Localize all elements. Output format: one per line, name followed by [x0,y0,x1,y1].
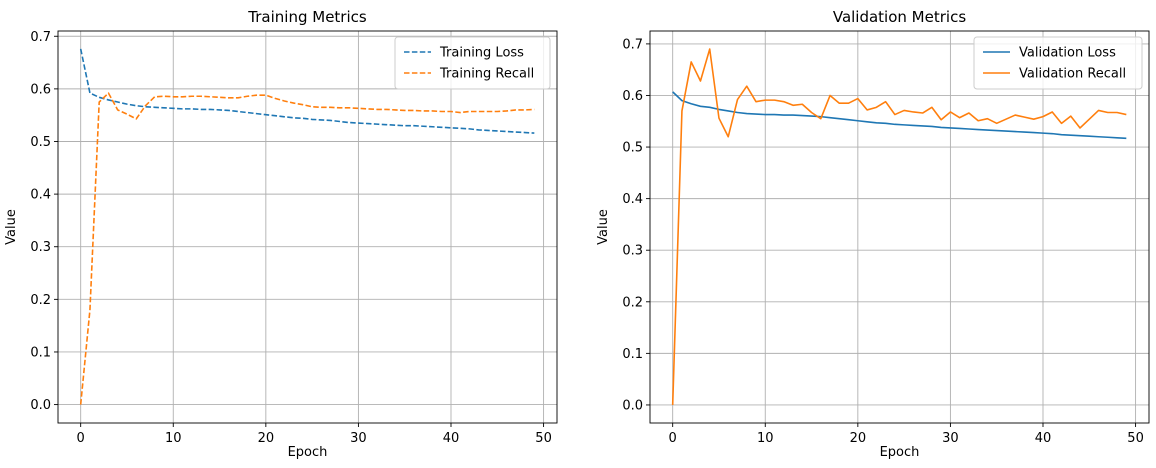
x-tick-label: 20 [850,431,867,446]
x-tick-label: 10 [165,431,182,446]
plot-frame [57,30,558,424]
x-tick-label: 40 [443,431,460,446]
legend-box [973,36,1143,90]
plot-frame [649,30,1150,424]
y-tick-label: 0.0 [622,398,643,413]
chart-title: Training Metrics [247,8,367,26]
legend-box [394,36,551,90]
y-tick-label: 0.4 [30,188,51,203]
training-loss-legend-label: Training Loss [439,46,524,61]
training-loss-line [79,48,535,134]
y-tick-label: 0.1 [30,345,51,360]
x-axis-label: Epoch [880,445,920,460]
validation-loss-line [672,91,1127,140]
y-tick-label: 0.6 [30,82,51,97]
x-tick-label: 30 [942,431,959,446]
x-tick-label: 0 [669,431,677,446]
x-tick-label: 50 [1127,431,1144,446]
legend: Training Loss Training Recall [394,36,551,90]
x-tick-label: 10 [757,431,774,446]
y-tick-label: 0.5 [30,135,51,150]
x-tick-label: 0 [77,431,85,446]
y-tick-label: 0.2 [622,295,643,310]
validation-recall-legend-label: Validation Recall [1019,67,1126,82]
x-tick-label: 20 [258,431,275,446]
training-recall-legend-label: Training Recall [439,67,534,82]
validation-metrics-chart: 0 10 20 30 40 50 0.0 0.1 0.2 0.3 0.4 0.5 0.6 0.7 Valid… [596,8,1150,460]
legend: Validation Loss Validation Recall [973,36,1143,90]
y-axis-label: Value [4,209,19,245]
y-tick-label: 0.7 [30,30,51,45]
y-tick-label: 0.1 [622,347,643,362]
y-tick-label: 0.0 [30,398,51,413]
y-tick-label: 0.3 [30,240,51,255]
y-tick-label: 0.3 [622,244,643,259]
y-tick-label: 0.6 [622,89,643,104]
y-tick-label: 0.5 [622,141,643,156]
validation-recall-line [671,48,1127,405]
training-recall-line [79,92,535,405]
x-tick-label: 50 [535,431,552,446]
chart-title: Validation Metrics [833,8,966,26]
x-axis-label: Epoch [288,445,328,460]
grid [650,31,1149,423]
y-tick-label: 0.2 [30,293,51,308]
training-metrics-chart: 0 10 20 30 40 50 0.0 0.1 0.2 0.3 0.4 0.5 0.6 0.7 Train… [4,8,558,460]
y-tick-label: 0.4 [622,192,643,207]
grid [58,31,557,423]
validation-loss-legend-label: Validation Loss [1019,46,1116,61]
x-tick-label: 30 [350,431,367,446]
y-axis-label: Value [596,209,611,245]
x-tick-label: 40 [1035,431,1052,446]
y-tick-label: 0.7 [622,37,643,52]
